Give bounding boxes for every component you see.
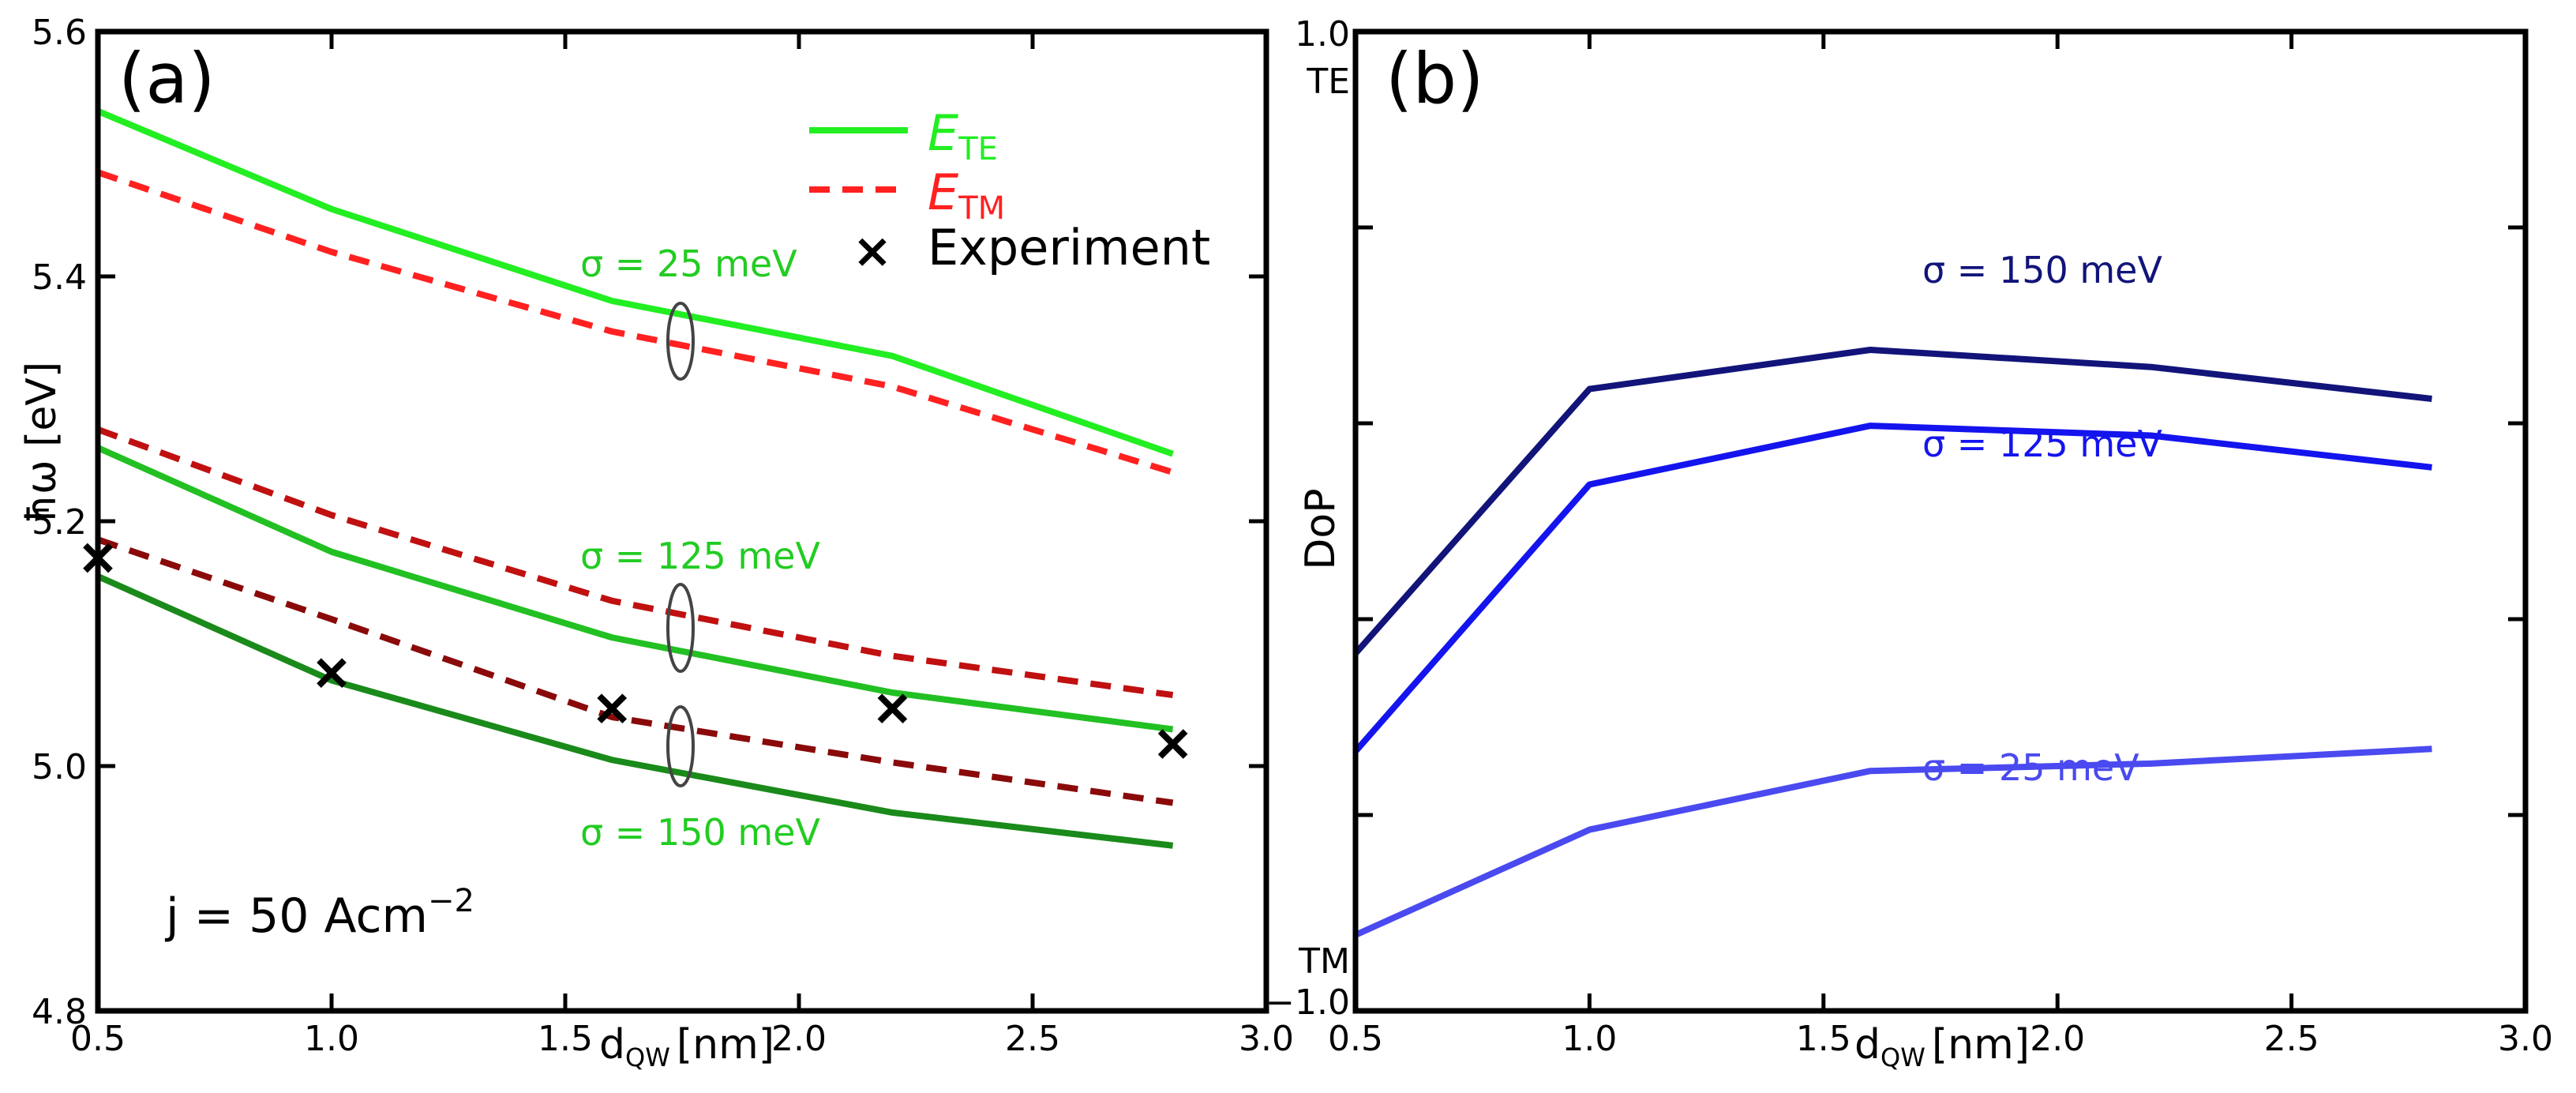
panel-b-series-s150 (1353, 347, 2432, 656)
legend-experiment-label: Experiment (928, 219, 1210, 276)
panel-b-plot-area: 0.5 1.0 1.5 2.0 2.5 3.0 (1328, 29, 2553, 1059)
legend-tm-label: ETM (928, 163, 1005, 227)
panel-b-ytick-top-te: TE (1306, 62, 1350, 102)
panel-a-xtick-label: 2.0 (771, 1019, 827, 1059)
panel-b-ytick-top-value: 1.0 (1295, 14, 1350, 54)
panel-b-xtick-label: 1.5 (1796, 1019, 1851, 1059)
panel-a-x-axis-title: dQW [nm] (599, 1021, 774, 1072)
panel-a-annotation-sigma-125: σ = 125 meV (580, 535, 820, 577)
panel-a-current-annotation: j = 50 Acm−2 (164, 883, 474, 944)
group-ellipse-sigma-125 (666, 583, 695, 673)
panel-a-ytick-label: 5.6 (32, 13, 87, 53)
group-ellipse-sigma-25 (666, 302, 695, 381)
panel-a-xtick-label: 3.0 (1239, 1019, 1294, 1059)
panel-b-series-label-sigma-25: σ = 25 meV (1922, 746, 2139, 789)
panel-b-y-axis-title: DoP (1297, 488, 1344, 569)
panel-a-xtick-label: 1.0 (304, 1019, 359, 1059)
panel-b-frame (1352, 28, 2529, 1014)
panel-a-annotation-sigma-25: σ = 25 meV (580, 242, 797, 285)
panel-b-ytick-bottom-tm: TM (1298, 941, 1350, 982)
panel-a-series-te150 (96, 573, 1174, 849)
legend-te-label: ETE (928, 104, 998, 167)
panel-a-frame (95, 28, 1269, 1014)
panel-a-y-axis-title: ħω [eV] (18, 362, 66, 523)
panel-a-xtick-label: 2.5 (1005, 1019, 1060, 1059)
panel-b-series-s125 (1352, 423, 2432, 754)
panel-b-x-axis-title: dQW [nm] (1854, 1021, 2030, 1072)
panel-b: 0.5 1.0 1.5 2.0 2.5 3.0 (b) DoP dQW [nm] 1.0 T… (1266, 14, 2553, 1072)
panel-b-xtick-label: 0.5 (1328, 1019, 1383, 1059)
panel-a-series-te125 (96, 445, 1174, 733)
panel-a-plot-area: 0.5 1.0 1.5 2.0 2.5 3.0 4.8 5.0 5.2 5.4 5.6 (32, 13, 1294, 1059)
group-ellipse-sigma-150 (666, 705, 695, 787)
panel-a-ytick-label: 5.0 (32, 747, 87, 787)
panel-b-xtick-label: 2.5 (2264, 1019, 2319, 1059)
panel-b-ytick-bottom-value: −1.0 (1266, 982, 1350, 1023)
experiment-point (877, 693, 908, 723)
panel-a-series-tm25 (96, 169, 1174, 475)
panel-a-ytick-label: 5.2 (32, 502, 87, 543)
experiment-point (1157, 729, 1188, 759)
panel-b-series-s25 (1354, 746, 2432, 938)
panel-b-series-label-sigma-150: σ = 150 meV (1922, 249, 2162, 291)
panel-b-xtick-label: 2.0 (2030, 1019, 2085, 1059)
panel-a-series-te25 (96, 108, 1174, 457)
panel-a-xtick-label: 0.5 (70, 1019, 126, 1059)
panel-a-legend: ETE ETM × Experiment (809, 104, 1210, 279)
experiment-point (597, 693, 628, 723)
panel-a-xtick-label: 1.5 (538, 1019, 593, 1059)
panel-a-series-tm125 (96, 426, 1174, 699)
panel-b-series-label-sigma-125: σ = 125 meV (1922, 423, 2162, 465)
panel-b-label: (b) (1385, 38, 1484, 119)
panel-a-series-tm150 (96, 536, 1174, 806)
panel-a-ytick-label: 5.4 (32, 257, 87, 298)
panel-a: 0.5 1.0 1.5 2.0 2.5 3.0 4.8 5.0 5.2 5.4 5.6 (a) ħω… (18, 13, 1294, 1072)
legend-experiment-marker: × (853, 223, 892, 279)
panel-b-xtick-label: 1.0 (1562, 1019, 1617, 1059)
panel-a-ytick-label: 4.8 (32, 992, 87, 1032)
panel-a-annotation-sigma-150: σ = 150 meV (580, 811, 820, 854)
panel-a-label: (a) (118, 38, 216, 119)
experiment-point (317, 658, 347, 689)
panel-b-xtick-label: 3.0 (2498, 1019, 2553, 1059)
